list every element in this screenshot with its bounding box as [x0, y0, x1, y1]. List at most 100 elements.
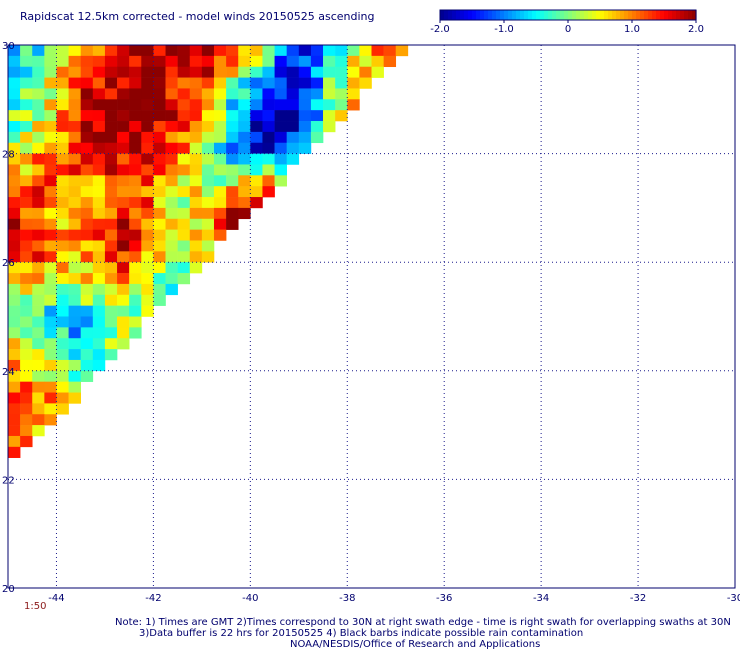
colorbar-tick-label: 2.0 [688, 24, 704, 35]
data-cell [153, 273, 166, 285]
data-cell [20, 251, 33, 263]
data-cell [68, 66, 81, 78]
data-cell [238, 121, 251, 133]
data-cell [32, 273, 45, 285]
data-cell [129, 240, 142, 252]
data-cell [44, 283, 57, 296]
data-cell [32, 316, 45, 328]
data-cell [274, 99, 287, 111]
data-cell [117, 251, 130, 263]
data-cell [238, 66, 251, 78]
data-cell [177, 186, 191, 198]
data-cell [177, 55, 191, 68]
data-cell [141, 273, 154, 285]
data-cell [213, 88, 227, 100]
data-cell [262, 142, 275, 154]
data-cell [117, 283, 130, 296]
data-cell [177, 121, 191, 133]
data-cell [56, 273, 69, 285]
data-cell [153, 66, 166, 78]
data-cell [213, 110, 227, 122]
data-cell [68, 359, 81, 372]
colorbar-segment [440, 10, 445, 20]
colorbar-segment [636, 10, 641, 20]
data-cell [80, 349, 94, 361]
data-cell [189, 251, 203, 263]
data-cell [226, 142, 239, 154]
data-cell [80, 370, 94, 382]
data-cell [104, 338, 118, 350]
data-cell [56, 77, 69, 89]
data-cell [104, 99, 118, 111]
data-cell [371, 66, 384, 78]
data-cell [8, 131, 21, 144]
colorbar-tick-label: 0 [565, 24, 571, 35]
data-cell [129, 218, 142, 230]
data-cell [262, 164, 275, 176]
data-cell [177, 273, 191, 285]
data-cell [262, 153, 275, 165]
data-cell [8, 414, 21, 426]
data-cell [141, 186, 154, 198]
data-cell [189, 153, 203, 165]
colorbar-segment [504, 10, 509, 20]
colorbar-segment [608, 10, 613, 20]
data-cell [129, 77, 142, 89]
data-cell [56, 370, 69, 382]
data-cell [104, 121, 118, 133]
data-cell [68, 121, 81, 133]
data-cell [129, 66, 142, 78]
data-cell [298, 77, 312, 89]
data-cell [68, 207, 81, 220]
data-cell [92, 207, 106, 220]
data-cell [286, 142, 300, 154]
data-cell [80, 164, 94, 176]
data-cell [141, 229, 154, 241]
data-cell [141, 175, 154, 187]
data-cell [8, 121, 21, 133]
data-cell [226, 110, 239, 122]
data-cell [8, 403, 21, 415]
data-cell [8, 229, 21, 241]
data-cell [44, 392, 57, 404]
data-cell [80, 99, 94, 111]
colorbar-segment [556, 10, 561, 20]
data-cell [44, 186, 57, 198]
data-cell [129, 251, 142, 263]
data-cell [20, 99, 33, 111]
data-cell [20, 327, 33, 339]
data-cell [104, 153, 118, 165]
data-cell [20, 197, 33, 209]
data-cell [92, 316, 106, 328]
data-cell [335, 110, 348, 122]
data-cell [141, 153, 154, 165]
data-cell [104, 186, 118, 198]
data-cell [371, 55, 384, 68]
data-cell [201, 251, 215, 263]
data-cell [32, 251, 45, 263]
data-cell [80, 273, 94, 285]
data-cell [68, 110, 81, 122]
data-cell [238, 131, 251, 144]
note-line-3: NOAA/NESDIS/Office of Research and Appli… [290, 639, 540, 650]
time-label: 1:50 [24, 601, 46, 612]
data-cell [20, 425, 33, 437]
data-cell [153, 262, 166, 274]
data-cell [68, 392, 81, 404]
data-cell [189, 262, 203, 274]
data-cell [8, 240, 21, 252]
data-cell [117, 175, 130, 187]
data-cell [359, 66, 372, 78]
data-cell [32, 197, 45, 209]
data-cell [153, 153, 166, 165]
data-cell [56, 240, 69, 252]
data-cell [44, 175, 57, 187]
data-cell [310, 110, 324, 122]
data-cell [8, 88, 21, 100]
data-cell [32, 305, 45, 317]
data-cell [117, 207, 130, 220]
data-cell [104, 55, 118, 68]
data-cell [165, 273, 178, 285]
data-cell [298, 66, 312, 78]
data-cell [44, 240, 57, 252]
